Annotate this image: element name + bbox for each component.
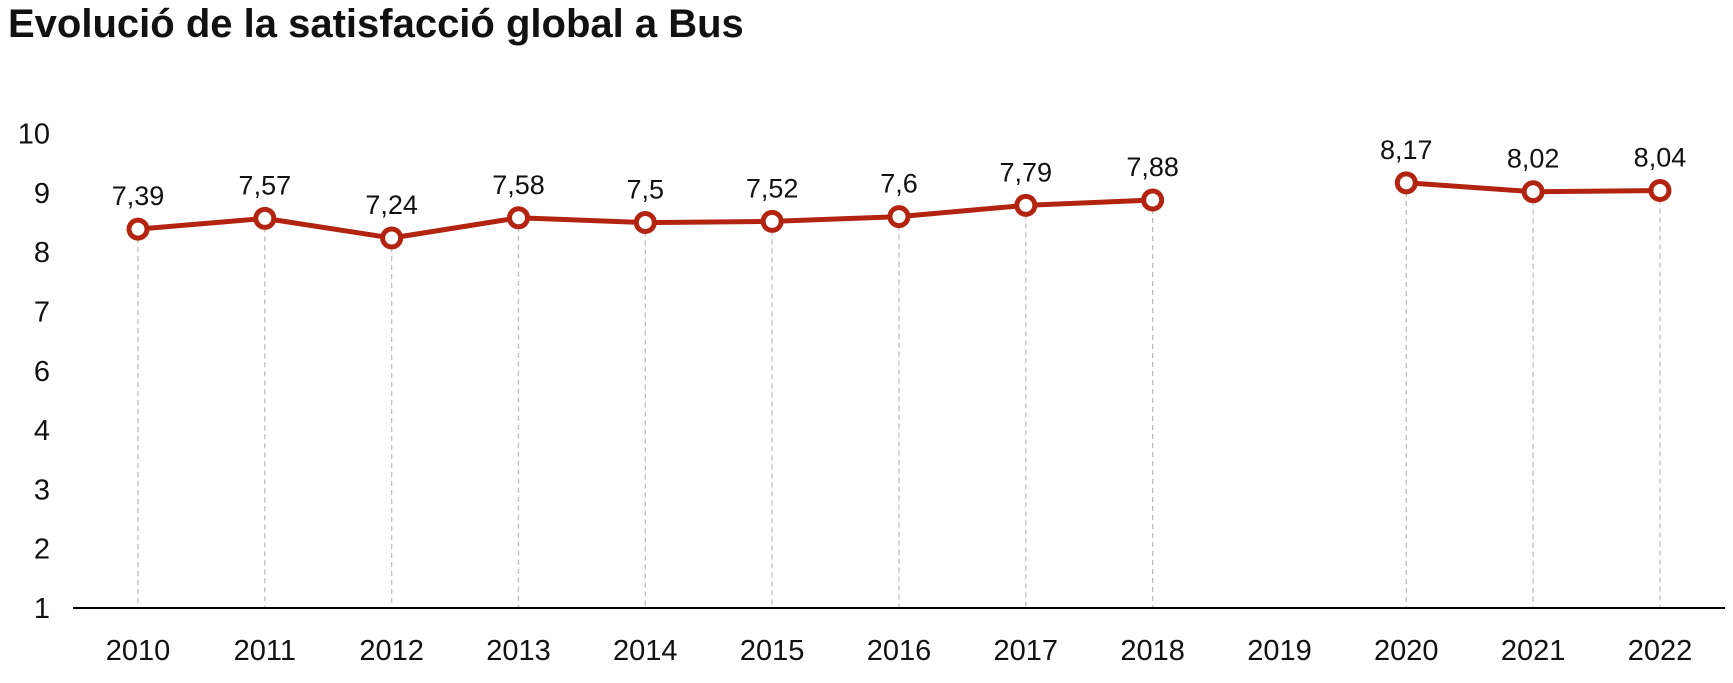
y-tick-label: 4: [34, 415, 50, 447]
data-point: [1394, 171, 1418, 195]
data-label: 7,57: [239, 170, 292, 200]
x-tick-label: 2020: [1374, 635, 1439, 667]
data-point: [380, 226, 404, 250]
chart-title: Evolució de la satisfacció global a Bus: [8, 2, 744, 46]
data-label: 7,79: [1000, 157, 1053, 187]
y-tick-label: 2: [34, 534, 50, 566]
x-tick-label: 2014: [613, 635, 678, 667]
data-point: [633, 211, 657, 235]
data-point: [1141, 188, 1165, 212]
x-tick-label: 2017: [994, 635, 1059, 667]
data-label: 7,24: [365, 190, 418, 220]
data-point: [760, 209, 784, 233]
data-label: 7,58: [492, 170, 545, 200]
y-tick-label: 10: [18, 119, 50, 151]
x-tick-label: 2019: [1247, 635, 1312, 667]
y-tick-label: 9: [34, 178, 50, 210]
data-label: 8,17: [1380, 135, 1433, 165]
x-tick-label: 2015: [740, 635, 805, 667]
data-point: [506, 206, 530, 230]
data-label: 8,02: [1507, 144, 1560, 174]
y-tick-label: 7: [34, 297, 50, 329]
data-label: 7,88: [1126, 152, 1179, 182]
data-label: 7,5: [627, 175, 665, 205]
x-tick-label: 2010: [106, 635, 171, 667]
x-tick-label: 2016: [867, 635, 932, 667]
y-tick-label: 8: [34, 237, 50, 269]
data-point: [1648, 179, 1672, 203]
data-point: [253, 206, 277, 230]
x-tick-label: 2022: [1628, 635, 1693, 667]
data-point: [1521, 180, 1545, 204]
x-tick-label: 2018: [1120, 635, 1185, 667]
data-label: 8,04: [1634, 143, 1687, 173]
data-point: [126, 217, 150, 241]
data-point: [887, 205, 911, 229]
x-tick-label: 2012: [359, 635, 424, 667]
x-tick-label: 2013: [486, 635, 551, 667]
data-label: 7,52: [746, 173, 799, 203]
data-label: 7,39: [112, 181, 165, 211]
y-tick-label: 6: [34, 356, 50, 388]
data-label: 7,6: [880, 169, 918, 199]
x-tick-label: 2021: [1501, 635, 1566, 667]
y-tick-label: 3: [34, 474, 50, 506]
data-point: [1014, 193, 1038, 217]
x-tick-label: 2011: [234, 635, 296, 667]
y-tick-label: 1: [34, 593, 50, 625]
